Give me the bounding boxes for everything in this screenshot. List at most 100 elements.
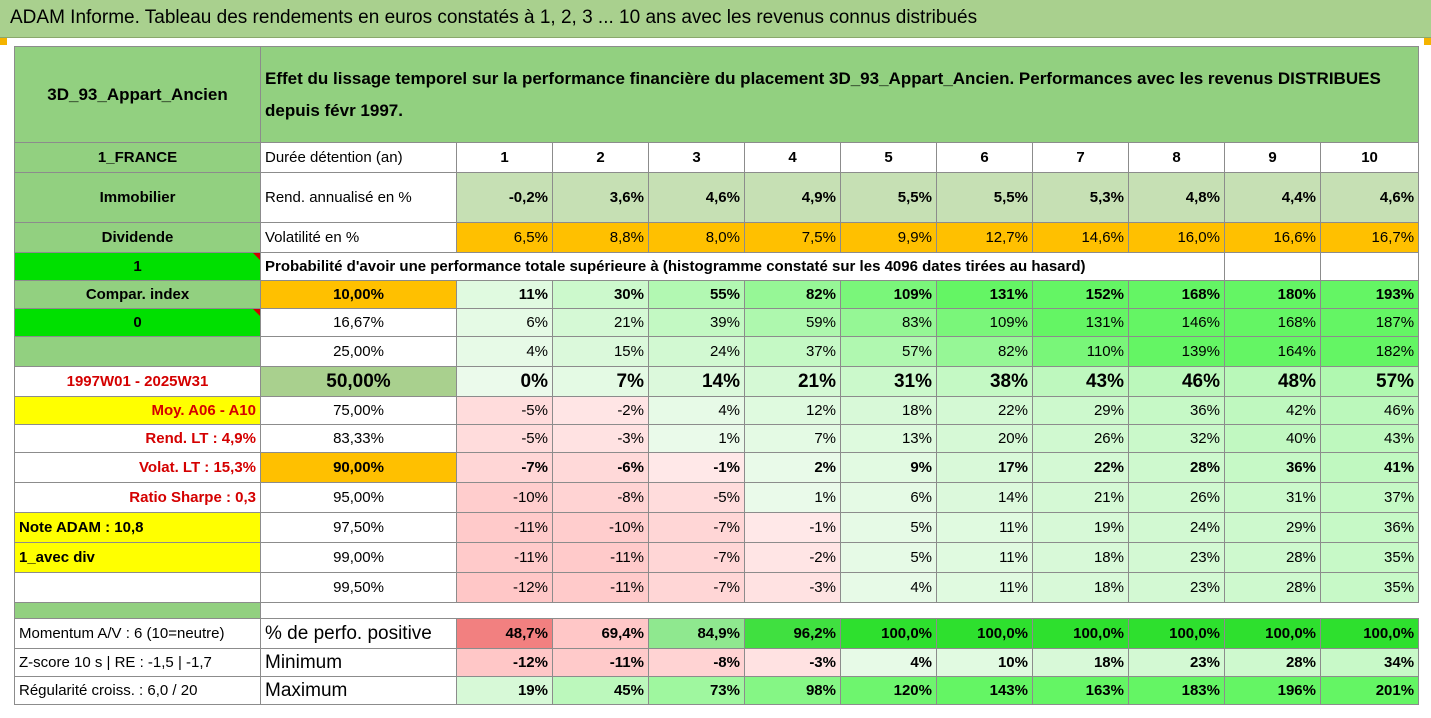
selector-one[interactable]: 1 [14,252,261,281]
percentile-cell[interactable]: 20% [936,424,1033,453]
positive-cell[interactable]: 100,0% [936,618,1033,649]
percentile-cell[interactable]: -3% [552,424,649,453]
minimum-cell[interactable]: 23% [1128,648,1225,677]
compar-index-label[interactable]: Compar. index [14,280,261,309]
period-label[interactable]: 1997W01 - 2025W31 [14,366,261,397]
percentile-cell[interactable]: 109% [840,280,937,309]
percentile-cell[interactable]: 9% [840,452,937,483]
empty-cell[interactable] [260,602,1419,619]
duration-cell[interactable]: 9 [1224,142,1321,173]
maximum-cell[interactable]: 45% [552,676,649,705]
percentile-cell[interactable]: 31% [1224,482,1321,513]
percentile-cell[interactable]: 21% [552,308,649,337]
maximum-cell[interactable]: 163% [1032,676,1129,705]
percentile-cell[interactable]: 35% [1319,572,1420,603]
percentile-label[interactable]: 16,67% [260,308,457,337]
percentile-cell[interactable]: 0% [456,366,553,397]
volatility-cell[interactable]: 16,0% [1128,222,1225,253]
percentile-cell[interactable]: 40% [1224,424,1321,453]
row-label[interactable]: Durée détention (an) [260,142,457,173]
percentile-cell[interactable]: 28% [1128,452,1225,483]
positive-cell[interactable]: 100,0% [1224,618,1321,649]
percentile-cell[interactable]: 29% [1032,396,1129,425]
percentile-cell[interactable]: 21% [744,366,841,397]
minimum-cell[interactable]: -8% [648,648,745,677]
percentile-cell[interactable]: -7% [648,572,745,603]
percentile-cell[interactable]: 152% [1032,280,1129,309]
percentile-cell[interactable]: 35% [1319,542,1420,573]
percentile-cell[interactable]: 7% [552,366,649,397]
percentile-cell[interactable]: -11% [552,572,649,603]
percentile-cell[interactable]: -5% [648,482,745,513]
percentile-cell[interactable]: 15% [552,336,649,367]
positive-cell[interactable]: 48,7% [456,618,553,649]
sharpe-ratio[interactable]: Ratio Sharpe : 0,3 [14,482,261,513]
minimum-cell[interactable]: -3% [744,648,841,677]
percentile-cell[interactable]: 14% [648,366,745,397]
percentile-label[interactable]: 50,00% [260,366,457,397]
percentile-label[interactable]: 75,00% [260,396,457,425]
percentile-cell[interactable]: 82% [744,280,841,309]
percentile-label[interactable]: 97,50% [260,512,457,543]
percentile-cell[interactable]: 180% [1224,280,1321,309]
percentile-label[interactable]: 90,00% [260,452,457,483]
percentile-cell[interactable]: 11% [936,572,1033,603]
percentile-cell[interactable]: 24% [648,336,745,367]
empty-cell[interactable] [14,572,261,603]
country-label[interactable]: 1_FRANCE [14,142,261,173]
return-cell[interactable]: 4,6% [1319,172,1420,223]
percentile-cell[interactable]: 14% [936,482,1033,513]
percentile-cell[interactable]: 12% [744,396,841,425]
regularity-label[interactable]: Régularité croiss. : 6,0 / 20 [14,676,261,705]
probability-title[interactable]: Probabilité d'avoir une performance tota… [260,252,1225,281]
percentile-label[interactable]: 10,00% [260,280,457,309]
adam-score[interactable]: Note ADAM : 10,8 [14,512,261,543]
percentile-cell[interactable]: -7% [648,542,745,573]
percentile-cell[interactable]: 131% [1032,308,1129,337]
long-term-volatility[interactable]: Volat. LT : 15,3% [14,452,261,483]
percentile-cell[interactable]: 4% [648,396,745,425]
duration-cell[interactable]: 4 [744,142,841,173]
minimum-cell[interactable]: -12% [456,648,553,677]
volatility-cell[interactable]: 6,5% [456,222,553,253]
percentile-cell[interactable]: 164% [1224,336,1321,367]
percentile-cell[interactable]: -10% [552,512,649,543]
maximum-cell[interactable]: 19% [456,676,553,705]
row-label[interactable]: Volatilité en % [260,222,457,253]
percentile-cell[interactable]: -5% [456,424,553,453]
percentile-cell[interactable]: 22% [1032,452,1129,483]
percentile-cell[interactable]: -11% [456,512,553,543]
zscore-label[interactable]: Z-score 10 s | RE : -1,5 | -1,7 [14,648,261,677]
minimum-cell[interactable]: 10% [936,648,1033,677]
percentile-cell[interactable]: 19% [1032,512,1129,543]
percentile-cell[interactable]: 187% [1319,308,1420,337]
empty-cell[interactable] [1224,252,1321,281]
positive-cell[interactable]: 96,2% [744,618,841,649]
percentile-cell[interactable]: 37% [744,336,841,367]
minimum-cell[interactable]: 34% [1319,648,1420,677]
maximum-cell[interactable]: 183% [1128,676,1225,705]
percentile-cell[interactable]: 193% [1319,280,1420,309]
empty-cell[interactable] [14,336,261,367]
percentile-cell[interactable]: 5% [840,542,937,573]
volatility-cell[interactable]: 7,5% [744,222,841,253]
percentile-cell[interactable]: 1% [744,482,841,513]
row-label[interactable]: Maximum [260,676,457,705]
volatility-cell[interactable]: 14,6% [1032,222,1129,253]
duration-cell[interactable]: 3 [648,142,745,173]
percentile-label[interactable]: 99,50% [260,572,457,603]
percentile-cell[interactable]: 57% [840,336,937,367]
percentile-cell[interactable]: -12% [456,572,553,603]
return-cell[interactable]: 4,6% [648,172,745,223]
percentile-cell[interactable]: 18% [1032,542,1129,573]
minimum-cell[interactable]: 28% [1224,648,1321,677]
return-cell[interactable]: -0,2% [456,172,553,223]
return-cell[interactable]: 4,8% [1128,172,1225,223]
percentile-cell[interactable]: 4% [840,572,937,603]
percentile-cell[interactable]: 38% [936,366,1033,397]
percentile-cell[interactable]: 109% [936,308,1033,337]
percentile-label[interactable]: 99,00% [260,542,457,573]
percentile-cell[interactable]: -3% [744,572,841,603]
percentile-cell[interactable]: 31% [840,366,937,397]
percentile-cell[interactable]: -2% [744,542,841,573]
